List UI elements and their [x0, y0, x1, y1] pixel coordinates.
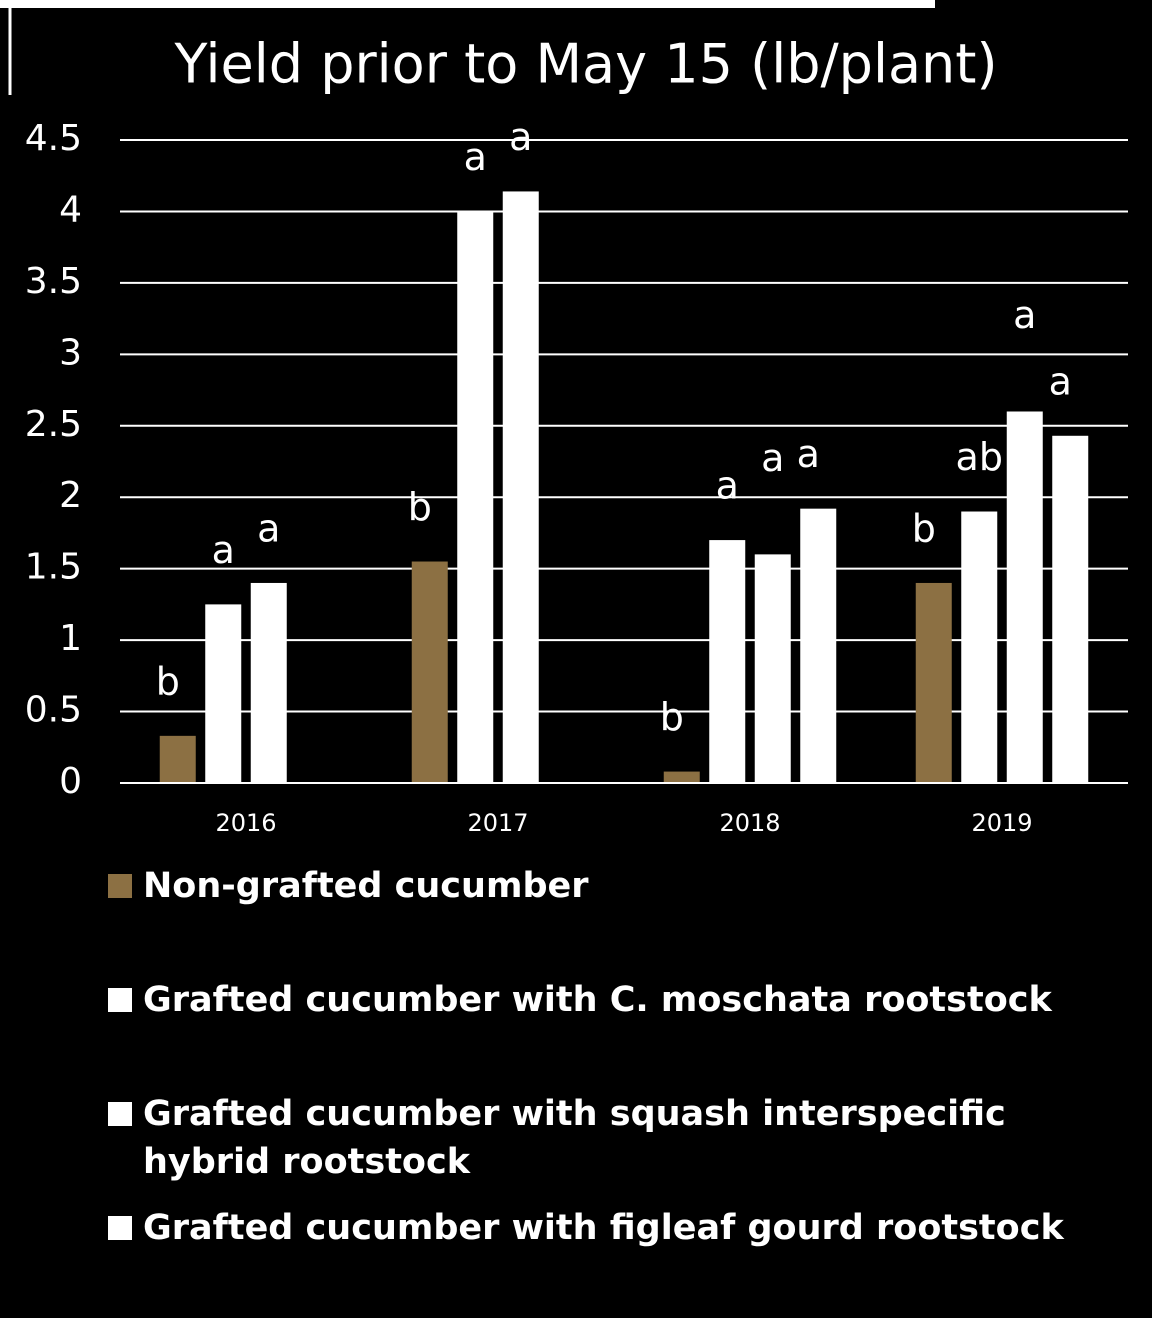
legend-item: Non-grafted cucumber: [108, 862, 1098, 976]
legend-label: Grafted cucumber with C. moschata rootst…: [143, 980, 1052, 1020]
significance-letter: a: [761, 436, 784, 480]
chart: Yield prior to May 15 (lb/plant) 0 0.5 1 1.…: [0, 0, 1128, 837]
legend-swatch: [108, 874, 132, 898]
y-tick-label: 4.5: [25, 118, 82, 159]
legend-item: Grafted cucumber with C. moschata rootst…: [108, 976, 1098, 1090]
y-tick-label: 3.5: [25, 261, 82, 302]
significance-letter: ab: [956, 435, 1003, 479]
page: {"chart_data": {"type": "bar", "title": …: [0, 0, 1128, 1248]
y-tick-label: 0: [59, 761, 82, 802]
bar: [411, 561, 448, 783]
significance-letter: a: [257, 506, 280, 550]
legend-label: Non-grafted cucumber: [143, 866, 589, 906]
significance-letter: a: [509, 115, 532, 159]
significance-letter: a: [464, 135, 487, 179]
y-tick-label: 3: [59, 332, 82, 373]
x-tick-label: 2018: [719, 809, 780, 837]
x-tick-label: 2019: [971, 809, 1032, 837]
significance-letter: b: [408, 485, 432, 529]
legend-swatch: [108, 1216, 132, 1240]
bar: [1052, 435, 1089, 783]
legend-item: Grafted cucumber with squash interspecif…: [108, 1090, 1098, 1204]
bar: [915, 582, 952, 783]
significance-letter: b: [912, 506, 936, 550]
y-tick-label: 2.5: [25, 404, 82, 445]
legend-item: Grafted cucumber with figleaf gourd root…: [108, 1204, 1098, 1318]
bar: [250, 582, 287, 783]
legend: Non-grafted cucumber Grafted cucumber wit…: [108, 862, 1098, 1318]
legend-swatch: [108, 1102, 132, 1126]
significance-letter: b: [156, 659, 180, 703]
significance-letter: a: [1049, 359, 1072, 403]
significance-letter: a: [212, 528, 235, 572]
y-tick-label: 1: [59, 618, 82, 659]
y-tick-label: 0.5: [25, 690, 82, 731]
legend-label: Grafted cucumber with squash interspecif…: [143, 1094, 1006, 1182]
x-tick-label: 2017: [467, 809, 528, 837]
bar: [159, 735, 196, 783]
significance-letter: a: [1013, 293, 1036, 337]
bar: [754, 554, 791, 783]
bar: [457, 211, 494, 783]
y-tick-label: 4: [59, 189, 82, 230]
y-tick-label: 1.5: [25, 547, 82, 588]
bar: [961, 511, 998, 783]
bar: [502, 191, 539, 783]
bar: [1006, 411, 1043, 783]
bar: [205, 604, 242, 783]
bar: [800, 508, 837, 783]
bar: [709, 540, 746, 783]
legend-swatch: [108, 988, 132, 1012]
chart-title: Yield prior to May 15 (lb/plant): [173, 33, 997, 96]
significance-letter: a: [716, 464, 739, 508]
x-tick-label: 2016: [215, 809, 276, 837]
y-tick-label: 2: [59, 475, 82, 516]
significance-letter: a: [797, 432, 820, 476]
bar: [663, 771, 700, 783]
significance-letter: b: [660, 695, 684, 739]
legend-label: Grafted cucumber with figleaf gourd root…: [143, 1208, 1064, 1248]
